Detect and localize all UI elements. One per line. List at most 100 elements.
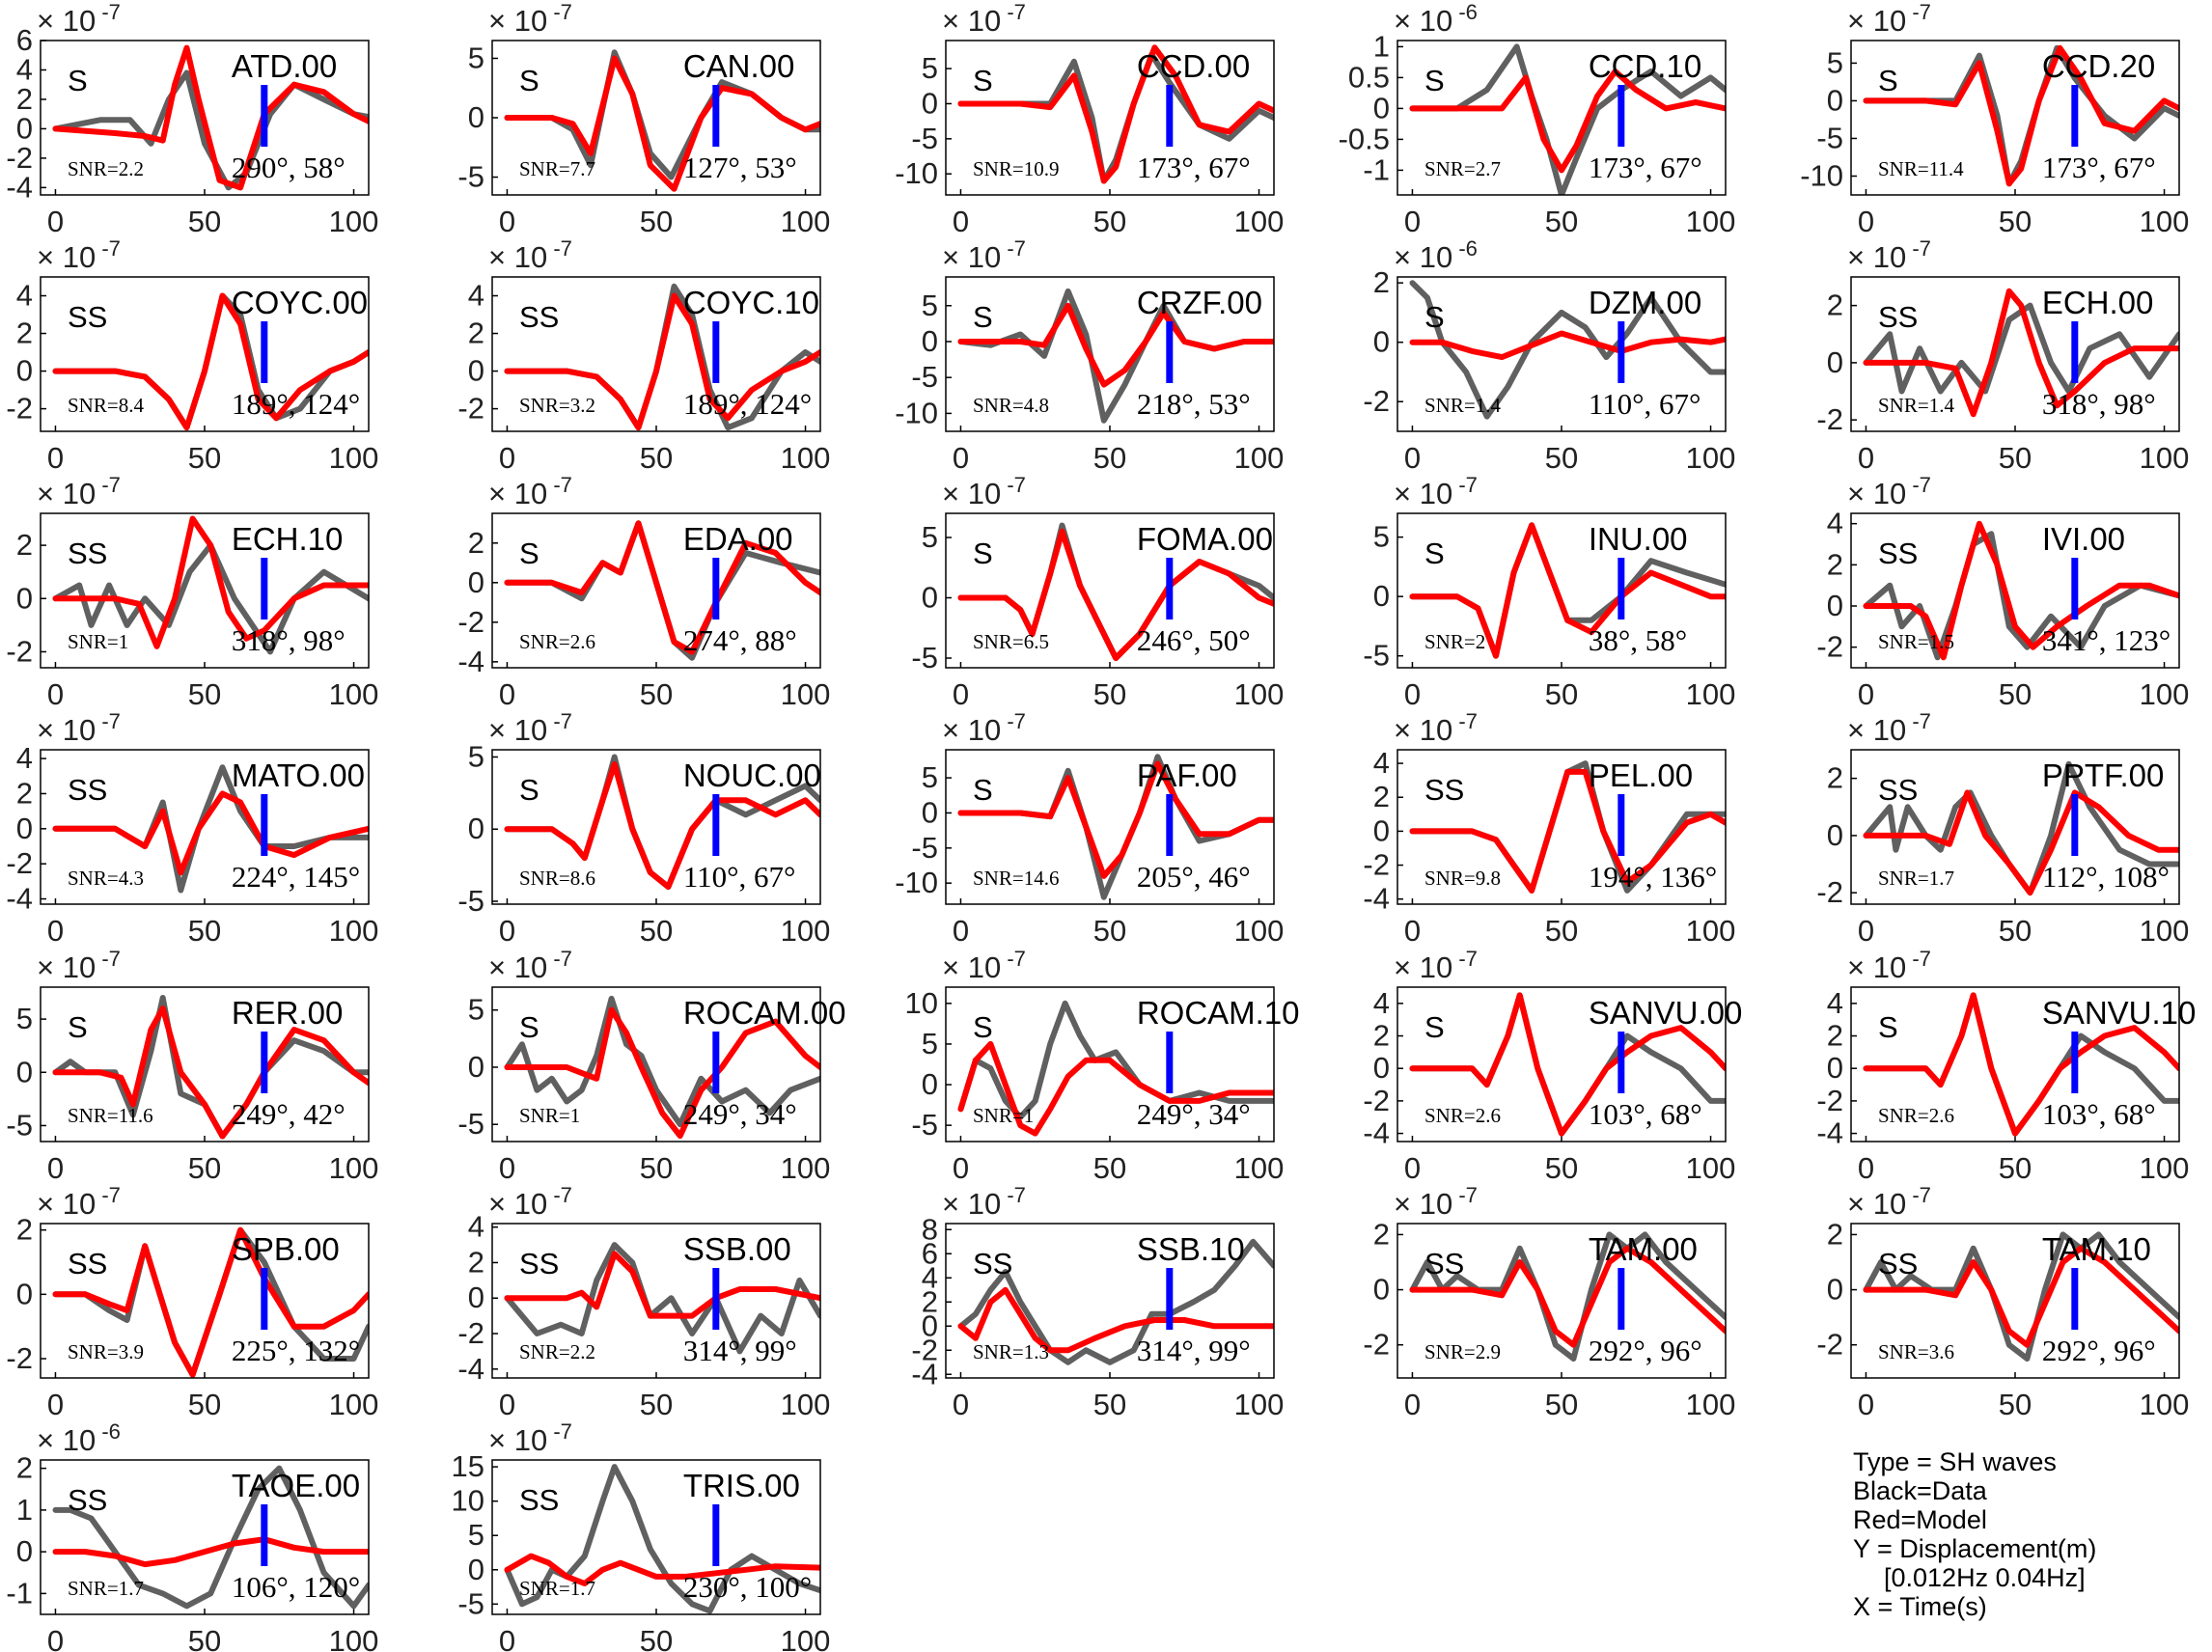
- y-tick-label: 5: [1827, 45, 1843, 79]
- x-tick-label: 0: [499, 1151, 515, 1185]
- station-label: COYC.00: [232, 285, 368, 320]
- phase-label: S: [68, 64, 88, 97]
- model-trace: [1863, 288, 2179, 418]
- y-tick-label: 2: [1827, 1217, 1843, 1251]
- y-tick-label: -10: [895, 396, 938, 429]
- y-tick-label: 4: [1827, 986, 1843, 1020]
- azimuth-label: 218°, 53°: [1137, 387, 1251, 421]
- azimuth-label: 292°, 96°: [2042, 1334, 2156, 1367]
- model-trace: [1863, 44, 2179, 187]
- azimuth-label: 274°, 88°: [683, 623, 797, 657]
- azimuth-label: 230°, 100°: [683, 1570, 812, 1604]
- x-tick-label: 100: [781, 441, 831, 475]
- arrival-marker: [261, 1032, 268, 1093]
- station-label: CAN.00: [683, 48, 795, 84]
- phase-label: SS: [519, 1247, 559, 1280]
- y-tick-label: 0: [16, 1534, 33, 1568]
- y-tick-label: 5: [922, 289, 938, 322]
- x-tick-label: 50: [640, 205, 673, 238]
- waveform-panel: × 10 -74 2 0 -2 0 50 100 SS COYC.00 SNR=8.4 189°, …: [6, 236, 378, 475]
- station-label: PAF.00: [1137, 757, 1237, 793]
- station-label: IVI.00: [2042, 521, 2125, 557]
- axis-exponent: × 10 -7: [488, 1183, 572, 1221]
- phase-label: S: [973, 1010, 993, 1044]
- phase-label: S: [519, 1010, 539, 1044]
- arrival-marker: [2071, 1268, 2079, 1330]
- y-tick-label: -1: [6, 1576, 33, 1610]
- y-tick-label: -2: [1816, 402, 1843, 436]
- x-tick-label: 100: [1234, 441, 1285, 475]
- y-tick-label: 0: [922, 1308, 938, 1342]
- x-tick-label: 100: [329, 441, 379, 475]
- waveform-panel: × 10 -72 0 -2 0 50 100 SS ECH.10 SNR=1 318°, 98°: [6, 473, 378, 711]
- x-tick-label: 0: [499, 1624, 515, 1652]
- waveform-panel: × 10 -74 2 0 -2 0 50 100 SS COYC.10 SNR=3.2 189°, …: [457, 236, 830, 475]
- x-tick-label: 100: [329, 1624, 379, 1652]
- y-tick-label: 2: [16, 317, 33, 350]
- model-trace: [1409, 768, 1726, 894]
- panel-frame: [1396, 276, 1727, 432]
- x-tick-label: 100: [329, 677, 379, 711]
- y-tick-label: -4: [911, 1357, 938, 1390]
- x-tick-label: 100: [329, 914, 379, 948]
- y-tick-label: 1: [16, 1493, 33, 1527]
- station-label: TAM.10: [2042, 1231, 2151, 1267]
- phase-label: S: [519, 64, 539, 97]
- panel-frame: [945, 40, 1275, 196]
- model-trace: [504, 1006, 820, 1140]
- x-tick-label: 0: [953, 677, 969, 711]
- y-tick-label: -5: [6, 1108, 33, 1142]
- y-tick-label: 0: [1827, 589, 1843, 622]
- panel-frame: [40, 986, 370, 1143]
- y-tick-label: 0: [1373, 1051, 1390, 1085]
- model-trace: [52, 515, 369, 649]
- phase-label: S: [973, 773, 993, 807]
- station-label: RER.00: [232, 995, 344, 1031]
- x-tick-label: 0: [47, 205, 64, 238]
- x-tick-label: 50: [640, 1388, 673, 1421]
- station-label: ROCAM.10: [1137, 995, 1300, 1031]
- model-trace: [504, 520, 820, 655]
- arrival-marker: [1618, 1032, 1625, 1093]
- model-trace: [957, 1286, 1274, 1354]
- y-tick-label: 0: [16, 354, 33, 388]
- snr-label: SNR=1.7: [68, 1577, 144, 1600]
- azimuth-label: 314°, 99°: [1137, 1334, 1251, 1367]
- x-tick-label: 0: [1858, 1151, 1874, 1185]
- axis-exponent: × 10 -7: [1847, 1183, 1931, 1221]
- model-trace: [504, 1251, 820, 1319]
- axis-exponent: × 10 -7: [1847, 236, 1931, 274]
- y-tick-label: -10: [895, 866, 938, 899]
- station-label: NOUC.00: [683, 757, 821, 793]
- station-label: SANVU.10: [2042, 995, 2197, 1031]
- panel-frame: [491, 40, 821, 196]
- model-trace: [1863, 789, 2179, 896]
- x-tick-label: 50: [640, 441, 673, 475]
- arrival-marker: [1618, 85, 1625, 147]
- azimuth-label: 110°, 67°: [683, 860, 796, 894]
- y-tick-label: -2: [6, 634, 33, 668]
- x-tick-label: 0: [47, 441, 64, 475]
- y-tick-label: 1: [1373, 29, 1390, 63]
- y-tick-label: 0: [1373, 91, 1390, 124]
- axis-exponent: × 10 -7: [1847, 947, 1931, 984]
- snr-label: SNR=10.9: [973, 157, 1059, 180]
- y-tick-label: -2: [1816, 875, 1843, 909]
- station-label: CCD.00: [1137, 48, 1250, 84]
- station-label: TRIS.00: [683, 1468, 800, 1503]
- x-tick-label: 0: [1858, 677, 1874, 711]
- y-tick-label: 2: [1373, 780, 1390, 813]
- data-trace: [1863, 1231, 2179, 1362]
- y-tick-label: -2: [1816, 1084, 1843, 1117]
- y-tick-label: 5: [922, 520, 938, 554]
- azimuth-label: 110°, 67°: [1589, 387, 1701, 421]
- y-tick-label: 2: [922, 1284, 938, 1318]
- x-tick-label: 50: [640, 914, 673, 948]
- axis-exponent: × 10 -7: [37, 236, 121, 274]
- waveform-panel: × 10 -72 0 -2 0 50 100 SS TAM.10 SNR=3.6 292°, 96…: [1816, 1183, 2189, 1421]
